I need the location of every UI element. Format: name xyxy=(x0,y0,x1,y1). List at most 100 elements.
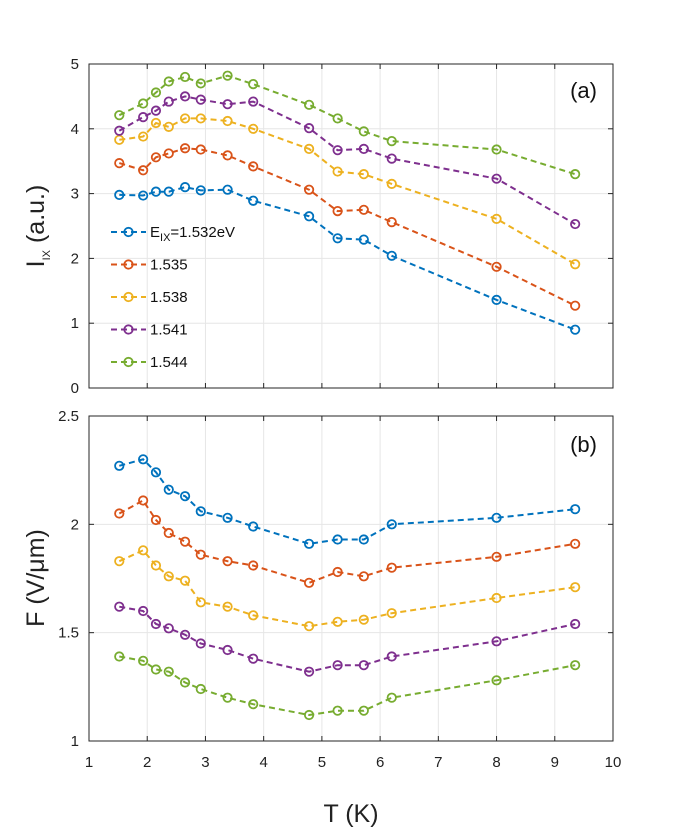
data-point xyxy=(138,495,149,506)
data-point xyxy=(248,195,259,206)
data-point xyxy=(491,173,502,184)
data-point xyxy=(150,514,162,526)
data-point xyxy=(138,454,149,465)
data-point xyxy=(332,205,343,217)
data-point xyxy=(332,566,343,578)
data-point xyxy=(163,527,174,539)
data-point xyxy=(163,76,174,87)
data-point xyxy=(150,467,162,478)
data-point xyxy=(248,653,259,664)
data-point xyxy=(222,70,233,81)
data-point xyxy=(358,614,369,625)
data-point xyxy=(358,143,369,154)
legend-marker xyxy=(123,324,134,335)
legend-item: EIX=1.532eV xyxy=(111,224,235,244)
data-point xyxy=(386,519,397,530)
data-point xyxy=(570,259,581,270)
data-point xyxy=(248,699,259,710)
data-point xyxy=(358,534,369,545)
data-point xyxy=(138,131,149,142)
data-point xyxy=(163,623,174,634)
data-point xyxy=(150,105,162,116)
y-tick-label: 1 xyxy=(71,315,79,332)
data-point xyxy=(332,145,343,156)
data-point xyxy=(303,123,315,134)
data-point xyxy=(195,185,206,196)
data-point xyxy=(163,148,174,159)
data-point xyxy=(150,186,162,197)
data-point xyxy=(570,324,581,335)
x-tick-label: 5 xyxy=(318,754,326,771)
data-point xyxy=(114,651,125,662)
data-point xyxy=(570,504,581,515)
legend-item: 1.541 xyxy=(111,322,188,339)
data-point xyxy=(114,556,125,567)
data-point xyxy=(195,638,206,649)
legend-item: 1.535 xyxy=(111,257,188,274)
data-point xyxy=(138,98,149,109)
data-point xyxy=(195,144,206,155)
data-point xyxy=(179,91,191,102)
x-tick-label: 10 xyxy=(605,754,622,771)
axes-box xyxy=(88,415,614,742)
data-point xyxy=(163,571,174,582)
y-tick-label: 1.5 xyxy=(58,625,79,642)
data-point xyxy=(358,705,369,716)
data-point xyxy=(303,211,315,222)
data-point xyxy=(195,506,206,517)
data-point xyxy=(195,683,206,695)
data-point xyxy=(248,78,259,90)
data-point xyxy=(491,261,502,272)
series-5 xyxy=(114,70,581,180)
data-point xyxy=(138,190,149,201)
data-point xyxy=(332,616,343,627)
data-point xyxy=(491,675,502,686)
data-point xyxy=(163,96,174,107)
data-point xyxy=(163,484,174,495)
axes-box xyxy=(88,63,614,389)
data-point xyxy=(570,618,581,630)
data-point xyxy=(570,538,581,549)
legend-marker xyxy=(123,259,134,270)
data-point xyxy=(114,125,125,136)
legend-marker xyxy=(123,226,134,238)
data-point xyxy=(491,636,502,647)
y-tick-label: 3 xyxy=(71,186,79,203)
data-point xyxy=(248,521,259,532)
data-point xyxy=(150,618,162,630)
data-point xyxy=(386,651,397,662)
data-point xyxy=(163,121,174,132)
data-point xyxy=(179,113,191,124)
x-tick-label: 8 xyxy=(492,754,500,771)
data-point xyxy=(386,217,397,228)
data-point xyxy=(570,582,581,593)
data-point xyxy=(386,136,397,147)
data-point xyxy=(303,577,315,588)
data-point xyxy=(303,709,315,721)
legend: EIX=1.532eV 1.535 1.538 1.541 1.544 xyxy=(111,224,235,371)
data-point xyxy=(303,143,315,154)
data-point xyxy=(114,189,125,200)
data-point xyxy=(491,512,502,523)
panel-label-a: (a) xyxy=(570,78,597,103)
data-point xyxy=(114,601,125,612)
data-point xyxy=(179,71,191,83)
legend-marker xyxy=(123,356,134,368)
x-axis-label: T (K) xyxy=(323,800,378,828)
series-3 xyxy=(114,113,581,270)
data-point xyxy=(358,169,369,180)
y-tick-label: 2 xyxy=(71,250,79,267)
legend-marker xyxy=(123,291,134,303)
x-tick-label: 2 xyxy=(143,754,151,771)
y-axis-label-b: F (V/μm) xyxy=(22,529,50,627)
plot-area xyxy=(89,64,613,388)
data-point xyxy=(138,112,149,123)
data-point xyxy=(332,660,343,671)
data-point xyxy=(386,562,397,573)
data-point xyxy=(248,610,259,621)
data-point xyxy=(248,96,259,107)
legend-item: 1.544 xyxy=(111,354,188,371)
series-1 xyxy=(114,454,581,549)
data-point xyxy=(222,150,233,161)
